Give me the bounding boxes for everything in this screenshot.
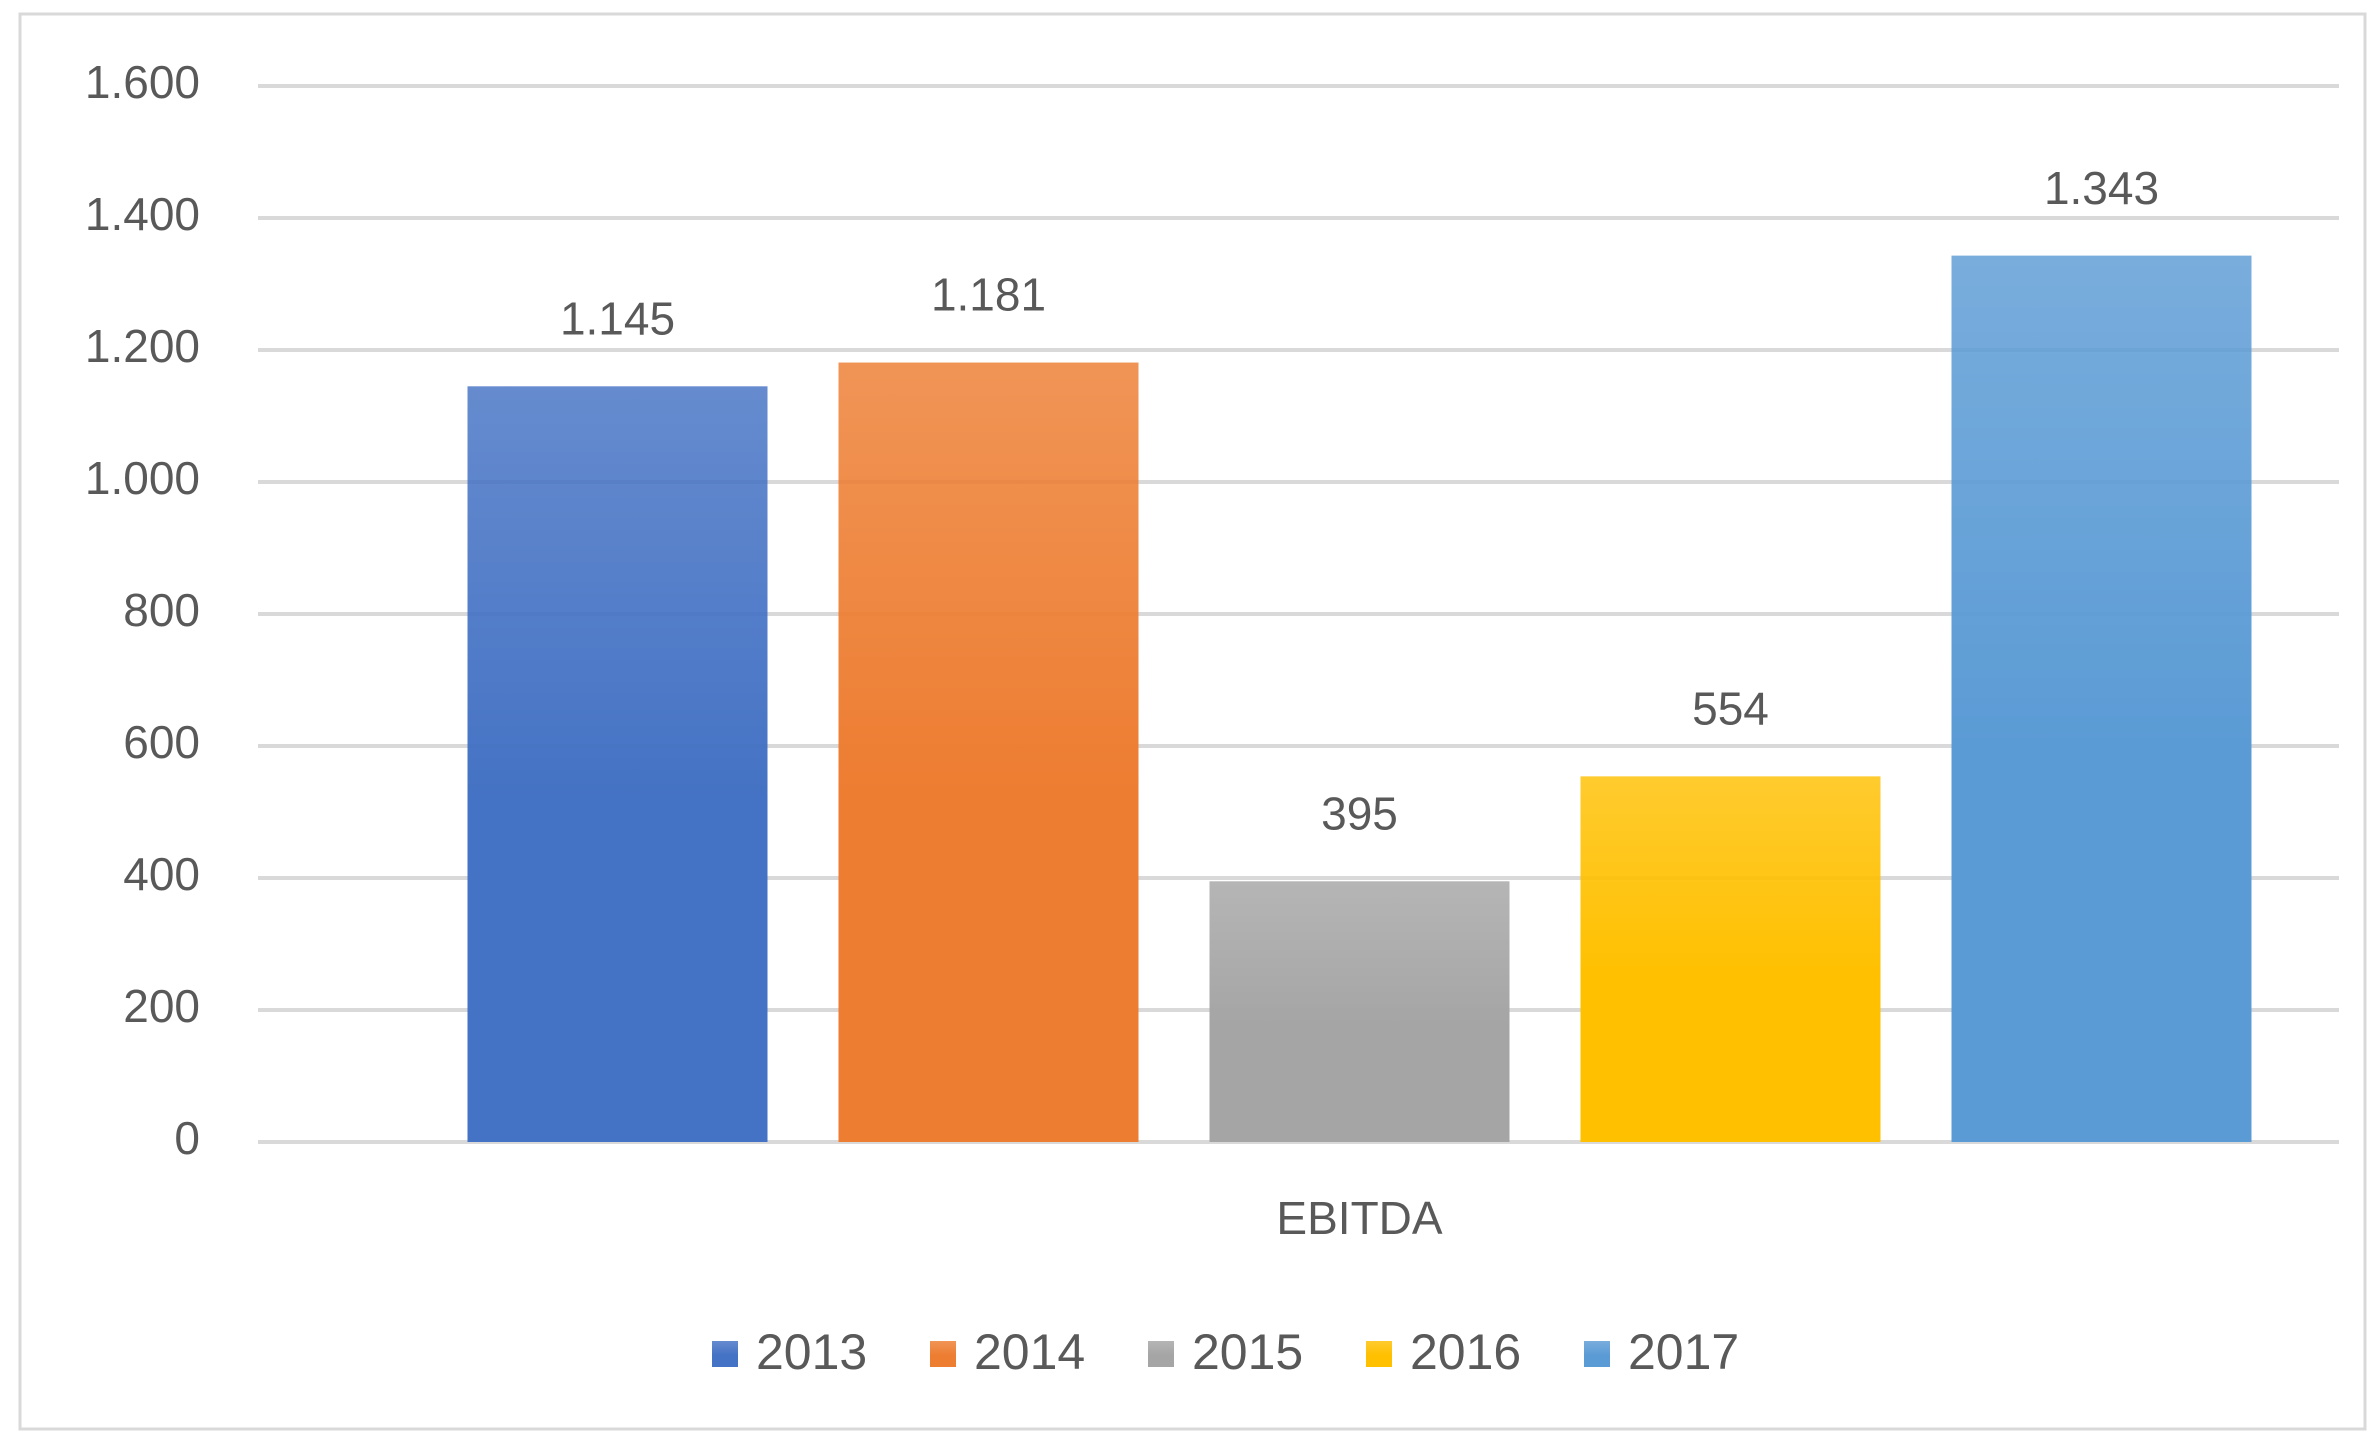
- y-tick-label: 1.200: [85, 320, 200, 372]
- y-tick-label: 1.400: [85, 188, 200, 240]
- data-label: 1.181: [931, 269, 1046, 321]
- y-tick-label: 1.000: [85, 452, 200, 504]
- bar: [1580, 776, 1881, 1142]
- y-tick-label: 800: [123, 584, 200, 636]
- legend-label: 2015: [1192, 1324, 1303, 1380]
- bar: [1209, 881, 1510, 1142]
- legend-swatch: [712, 1341, 738, 1367]
- data-label: 395: [1321, 787, 1398, 839]
- bar: [467, 386, 768, 1142]
- y-tick-label: 200: [123, 980, 200, 1032]
- legend-swatch: [1148, 1341, 1174, 1367]
- legend-label: 2017: [1628, 1324, 1739, 1380]
- bar: [1951, 255, 2252, 1142]
- y-tick-label: 1.600: [85, 56, 200, 108]
- y-tick-label: 0: [174, 1112, 200, 1164]
- legend-swatch: [930, 1341, 956, 1367]
- y-tick-label: 400: [123, 848, 200, 900]
- data-label: 554: [1692, 683, 1769, 735]
- legend-label: 2016: [1410, 1324, 1521, 1380]
- legend-label: 2014: [974, 1324, 1085, 1380]
- y-tick-label: 600: [123, 716, 200, 768]
- x-tick-label: EBITDA: [1276, 1192, 1442, 1244]
- data-label: 1.145: [560, 292, 675, 344]
- legend-swatch: [1584, 1341, 1610, 1367]
- legend-label: 2013: [756, 1324, 867, 1380]
- legend-swatch: [1366, 1341, 1392, 1367]
- bar: [838, 362, 1139, 1142]
- data-label: 1.343: [2044, 162, 2159, 214]
